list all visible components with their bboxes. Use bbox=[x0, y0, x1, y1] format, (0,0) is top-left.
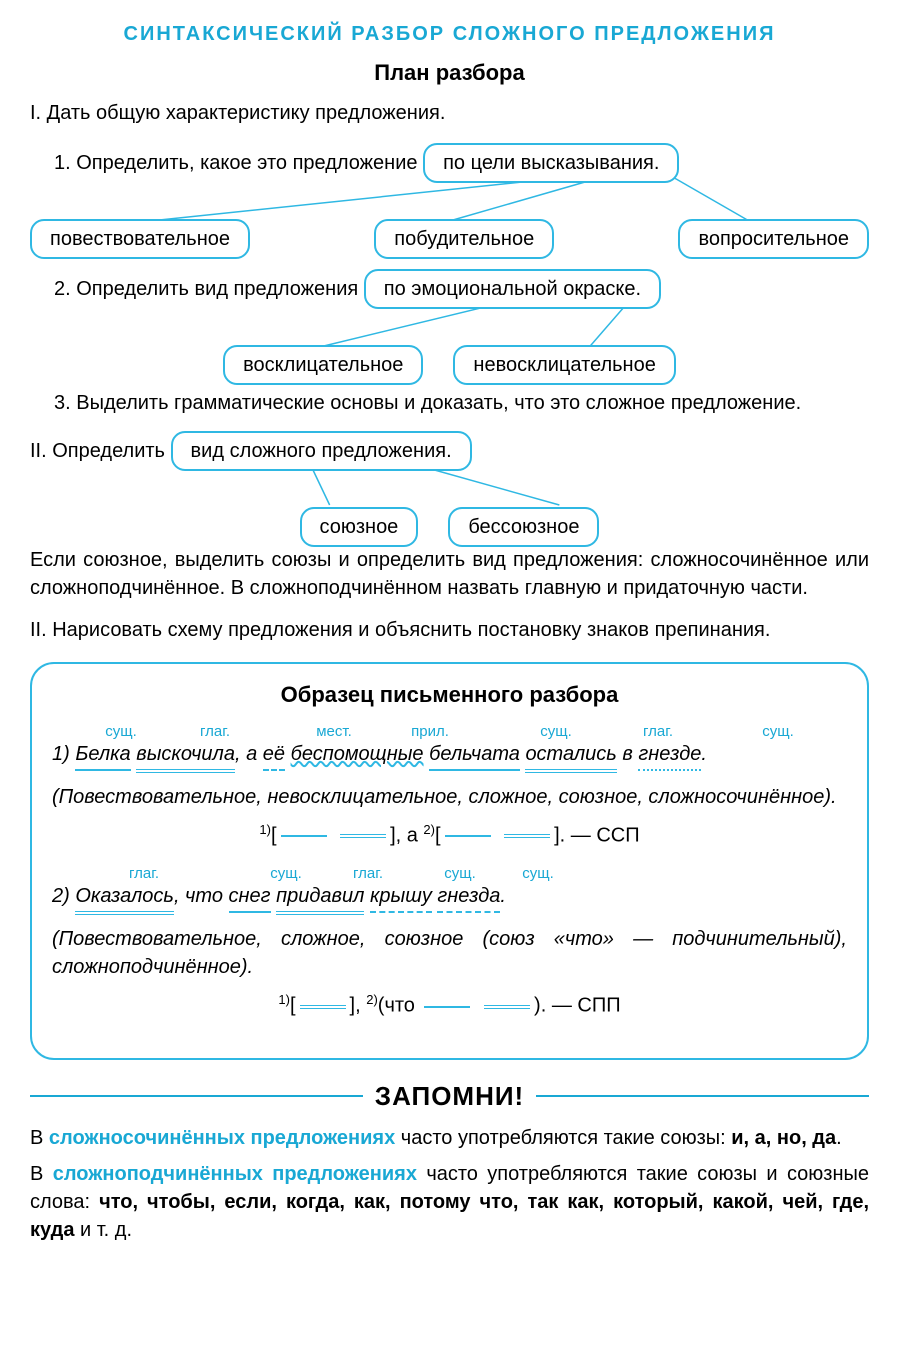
step-1: 1. Определить, какое это предложение по … bbox=[30, 143, 869, 253]
word: снег bbox=[229, 882, 271, 913]
step1-child-1: повествовательное bbox=[30, 219, 250, 259]
word: Оказалось bbox=[75, 882, 174, 915]
step2-text: 2. Определить вид предложения bbox=[54, 278, 358, 300]
step2-child-2: невосклицательное bbox=[453, 345, 675, 385]
example-2: глаг. сущ. глаг. сущ. сущ. 2) Оказалось … bbox=[52, 863, 847, 915]
word: . bbox=[701, 740, 707, 768]
pos-label: сущ. bbox=[258, 863, 314, 884]
word: . bbox=[500, 882, 506, 910]
word: бельчата bbox=[429, 740, 520, 771]
section-1: I. Дать общую характеристику предложения… bbox=[30, 99, 869, 127]
section-2: II. Определить вид сложного предложения.… bbox=[30, 431, 869, 536]
ex2-num: 2) bbox=[52, 882, 70, 910]
pos-label: мест. bbox=[314, 721, 354, 742]
word: остались bbox=[525, 740, 616, 773]
word: крышу bbox=[370, 882, 432, 913]
sample-box: Образец письменного разбора сущ. глаг. м… bbox=[30, 662, 869, 1060]
step1-root-bubble: по цели высказывания. bbox=[423, 143, 679, 183]
word: в bbox=[617, 740, 639, 768]
word: гнезда bbox=[437, 882, 500, 913]
step1-text: 1. Определить, какое это предложение bbox=[54, 152, 418, 174]
pos-label: глаг. bbox=[606, 721, 710, 742]
step1-child-3: вопросительное bbox=[678, 219, 869, 259]
after-2: Если союзное, выделить союзы и определит… bbox=[30, 546, 869, 602]
remember-heading: ЗАПОМНИ! bbox=[30, 1078, 869, 1114]
example-1: сущ. глаг. мест. прил. сущ. глаг. сущ. 1… bbox=[52, 721, 847, 773]
subtitle: План разбора bbox=[30, 58, 869, 89]
conj-list-1: и, а, но, да bbox=[731, 1127, 836, 1149]
pos-label: глаг. bbox=[314, 863, 422, 884]
step1-child-2: побудительное bbox=[374, 219, 554, 259]
pos-label: глаг. bbox=[156, 721, 274, 742]
note-2: В сложноподчинённых предложениях часто у… bbox=[30, 1160, 869, 1244]
pos-label: сущ. bbox=[506, 721, 606, 742]
section2-child-2: бессоюзное bbox=[448, 507, 599, 547]
note-1: В сложносочинённых предложениях часто уп… bbox=[30, 1124, 869, 1152]
pos-label: глаг. bbox=[86, 863, 202, 884]
section-2b: II. Нарисовать схему предложения и объяс… bbox=[30, 616, 869, 644]
word: , а bbox=[235, 740, 263, 768]
step-2: 2. Определить вид предложения по эмоцион… bbox=[30, 269, 869, 379]
word: её bbox=[263, 740, 285, 771]
word: Белка bbox=[75, 740, 130, 771]
section2-child-1: союзное bbox=[300, 507, 419, 547]
ex1-desc: (Повествовательное, невосклицательное, с… bbox=[52, 783, 847, 811]
section2-root-bubble: вид сложного предложения. bbox=[171, 431, 472, 471]
sample-title: Образец письменного разбора bbox=[52, 680, 847, 711]
word: выскочила bbox=[136, 740, 235, 773]
ex1-num: 1) bbox=[52, 740, 70, 768]
ex1-schema: 1)[ ], а 2)[ ]. — ССП bbox=[52, 821, 847, 850]
word: придавил bbox=[276, 882, 364, 915]
ex2-desc: (Повествовательное, сложное, союзное (со… bbox=[52, 925, 847, 981]
word: гнезде bbox=[638, 740, 701, 771]
step-3: 3. Выделить грамматические основы и дока… bbox=[30, 389, 869, 417]
word: , что bbox=[174, 882, 229, 910]
term-spp: сложноподчинённых предложениях bbox=[53, 1163, 417, 1185]
remember-text: ЗАПОМНИ! bbox=[375, 1078, 524, 1114]
section2-text: II. Определить bbox=[30, 440, 165, 462]
pos-label: сущ. bbox=[738, 721, 818, 742]
pos-label: прил. bbox=[354, 721, 506, 742]
step2-root-bubble: по эмоциональной окраске. bbox=[364, 269, 661, 309]
ex2-schema: 1)[], 2)(что ). — СПП bbox=[52, 991, 847, 1020]
pos-label: сущ. bbox=[498, 863, 578, 884]
conj-list-2: что, чтобы, если, когда, как, потому что… bbox=[30, 1191, 869, 1241]
step2-child-1: восклицательное bbox=[223, 345, 423, 385]
term-ssp: сложносочинённых предложениях bbox=[49, 1127, 395, 1149]
pos-label: сущ. bbox=[422, 863, 498, 884]
pos-label: сущ. bbox=[86, 721, 156, 742]
page-title: СИНТАКСИЧЕСКИЙ РАЗБОР СЛОЖНОГО ПРЕДЛОЖЕН… bbox=[30, 20, 869, 48]
word: беспомощные bbox=[291, 740, 424, 768]
